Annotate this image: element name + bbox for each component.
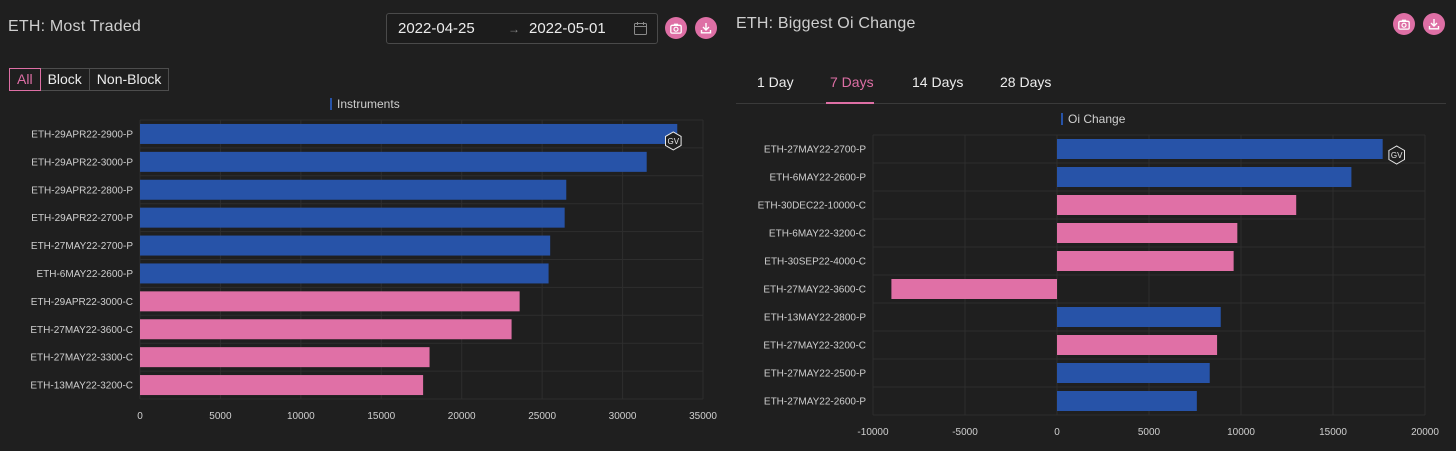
download-button[interactable] xyxy=(695,17,717,39)
screenshot-button[interactable] xyxy=(1393,13,1415,35)
bar-eth-27may22-2700-p[interactable] xyxy=(1057,139,1383,159)
bar-eth-29apr22-3000-c[interactable] xyxy=(140,291,520,312)
tab-7-days[interactable]: 7 Days xyxy=(830,74,874,90)
bar-eth-27may22-2500-p[interactable] xyxy=(1057,363,1210,383)
x-tick-label: 10000 xyxy=(1227,427,1255,438)
active-tab-indicator xyxy=(826,102,874,104)
y-tick-label: ETH-29APR22-3000-C xyxy=(31,297,133,308)
x-tick-label: 20000 xyxy=(448,411,476,422)
legend-marker xyxy=(1061,113,1063,125)
x-tick-label: 20000 xyxy=(1411,427,1439,438)
bar-eth-27may22-3600-c[interactable] xyxy=(140,319,512,340)
x-tick-label: 0 xyxy=(137,411,143,422)
tab-28-days[interactable]: 28 Days xyxy=(1000,74,1052,90)
gv-watermark-icon: GV xyxy=(1388,145,1405,165)
bar-eth-29apr22-3000-p[interactable] xyxy=(140,151,647,172)
bar-eth-13may22-2800-p[interactable] xyxy=(1057,307,1221,327)
most-traded-chart: Instruments ETH-29APR22-2900-P ETH-29APR22… xyxy=(30,97,717,422)
bar-eth-6may22-2600-p[interactable] xyxy=(1057,167,1352,187)
bar-eth-6may22-3200-c[interactable] xyxy=(1057,223,1238,243)
download-button[interactable] xyxy=(1423,13,1445,35)
camera-icon xyxy=(1398,19,1410,30)
bar-eth-27may22-2600-p[interactable] xyxy=(1057,391,1197,411)
tab-14-days[interactable]: 14 Days xyxy=(912,74,964,90)
y-tick-label: ETH-6MAY22-2600-P xyxy=(36,269,133,280)
filter-non-block-button[interactable]: Non-Block xyxy=(88,68,170,91)
oi-change-panel: ETH: Biggest Oi Change 1 Day 7 Days 14 D… xyxy=(728,0,1456,451)
bar-eth-27may22-3300-c[interactable] xyxy=(140,347,430,368)
y-tick-label: ETH-27MAY22-2600-P xyxy=(764,397,866,408)
x-tick-label: 35000 xyxy=(689,411,717,422)
bar-eth-29apr22-2900-p[interactable] xyxy=(140,123,678,144)
x-tick-label: 25000 xyxy=(528,411,556,422)
y-tick-label: ETH-29APR22-2700-P xyxy=(31,213,133,224)
filter-all-button[interactable]: All xyxy=(9,68,41,91)
bar-eth-29apr22-2700-p[interactable] xyxy=(140,207,565,228)
arrow-right-icon: → xyxy=(508,22,520,36)
bar-eth-6may22-2600-p[interactable] xyxy=(140,263,549,284)
y-tick-label: ETH-6MAY22-2600-P xyxy=(769,173,866,184)
download-icon xyxy=(1428,19,1440,30)
y-tick-label: ETH-27MAY22-2700-P xyxy=(764,145,866,156)
period-tabs: 1 Day 7 Days 14 Days 28 Days xyxy=(736,60,1446,104)
svg-text:GV: GV xyxy=(667,137,679,146)
legend-label[interactable]: Instruments xyxy=(337,97,400,111)
y-tick-label: ETH-27MAY22-2700-P xyxy=(31,241,133,252)
x-tick-label: 0 xyxy=(1054,427,1060,438)
date-range-picker[interactable]: 2022-04-25 → 2022-05-01 xyxy=(386,13,658,44)
trade-type-filter: All Block Non-Block xyxy=(9,68,170,91)
x-tick-label: 5000 xyxy=(209,411,232,422)
y-tick-label: ETH-27MAY22-3200-C xyxy=(763,341,866,352)
svg-text:GV: GV xyxy=(1391,151,1403,160)
most-traded-panel: ETH: Most Traded 2022-04-25 → 2022-05-01… xyxy=(8,13,717,422)
gv-watermark-icon: GV xyxy=(665,131,682,151)
tab-1-day[interactable]: 1 Day xyxy=(757,74,794,90)
bar-eth-29apr22-2800-p[interactable] xyxy=(140,179,567,200)
x-tick-label: 30000 xyxy=(609,411,637,422)
y-tick-label: ETH-30DEC22-10000-C xyxy=(758,201,866,212)
y-tick-label: ETH-13MAY22-2800-P xyxy=(764,313,866,324)
y-tick-label: ETH-29APR22-3000-P xyxy=(31,157,133,168)
legend-label[interactable]: Oi Change xyxy=(1068,112,1126,126)
y-tick-label: ETH-30SEP22-4000-C xyxy=(764,257,866,268)
bar-eth-13may22-3200-c[interactable] xyxy=(140,375,424,396)
x-tick-label: 10000 xyxy=(287,411,315,422)
camera-icon xyxy=(670,23,682,34)
panel-title: ETH: Most Traded xyxy=(8,18,142,35)
x-tick-label: 15000 xyxy=(1319,427,1347,438)
date-start[interactable]: 2022-04-25 xyxy=(398,20,475,37)
bar-eth-30sep22-4000-c[interactable] xyxy=(1057,251,1234,271)
bar-eth-30dec22-10000-c[interactable] xyxy=(1057,195,1297,215)
x-tick-label: -5000 xyxy=(952,427,978,438)
oi-change-chart: Oi Change ETH-27MAY22-2700-P ETH-6MAY22-26… xyxy=(758,112,1440,438)
bar-eth-27may22-2700-p[interactable] xyxy=(140,235,551,256)
bar-eth-27may22-3600-c[interactable] xyxy=(891,279,1057,299)
y-tick-label: ETH-27MAY22-3300-C xyxy=(30,353,133,364)
calendar-icon[interactable] xyxy=(634,22,647,35)
screenshot-button[interactable] xyxy=(665,17,687,39)
bar-eth-27may22-3200-c[interactable] xyxy=(1057,335,1218,355)
x-tick-label: 15000 xyxy=(367,411,395,422)
y-tick-label: ETH-27MAY22-3600-C xyxy=(763,285,866,296)
legend-marker xyxy=(330,98,332,110)
date-end[interactable]: 2022-05-01 xyxy=(529,20,606,37)
y-tick-label: ETH-27MAY22-3600-C xyxy=(30,325,133,336)
y-tick-label: ETH-13MAY22-3200-C xyxy=(30,381,133,392)
x-tick-label: -10000 xyxy=(857,427,889,438)
x-tick-label: 5000 xyxy=(1138,427,1161,438)
y-tick-label: ETH-6MAY22-3200-C xyxy=(769,229,866,240)
panel-title: ETH: Biggest Oi Change xyxy=(736,15,916,32)
y-tick-label: ETH-29APR22-2900-P xyxy=(31,129,133,140)
y-tick-label: ETH-29APR22-2800-P xyxy=(31,185,133,196)
y-tick-label: ETH-27MAY22-2500-P xyxy=(764,369,866,380)
download-icon xyxy=(700,23,712,34)
